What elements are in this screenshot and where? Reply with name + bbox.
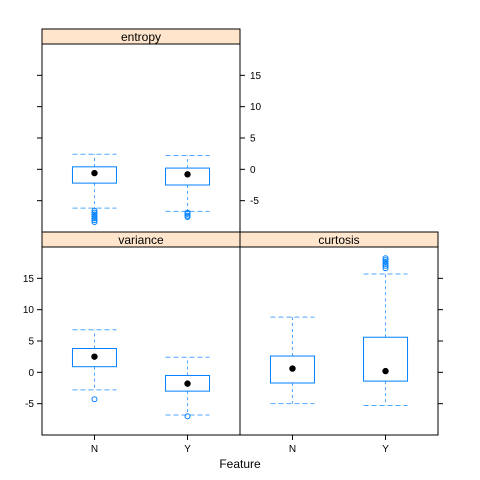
box-iqr [363,336,409,382]
y-tick-label: -5 [250,196,259,207]
y-tick-label: -5 [25,399,34,410]
outlier-point [91,209,98,216]
median-dot [184,171,191,178]
median-dot [289,365,296,372]
box-curtosis-N [269,316,315,405]
x-tick-label: N [289,444,296,455]
outlier-point [184,213,191,220]
strip-label-curtosis: curtosis [318,233,359,247]
median-dot [184,380,191,387]
box-entropy-Y [165,155,211,220]
x-axis-title: Feature [219,457,261,471]
x-tick-label: N [91,444,98,455]
panel-frame-entropy [41,43,241,233]
outlier-point [184,413,191,420]
outlier-point [184,210,191,217]
y-tick-label: 0 [250,165,256,176]
strip-label-entropy: entropy [121,30,161,44]
box-entropy-N [71,153,117,225]
panel-frame-variance [41,246,241,436]
y-axis-variance: -5 0 5 10 15 [23,274,443,410]
outlier-point [382,257,389,264]
outlier-point [91,217,98,224]
outlier-point [91,396,98,403]
box-variance-N [71,329,117,403]
panel-frame-curtosis [239,246,439,436]
x-tick-label: Y [382,444,389,455]
y-tick-label: 5 [250,134,256,145]
outlier-point [91,211,98,218]
outlier-point [382,265,389,272]
median-dot [91,169,98,177]
x-tick-label: Y [184,444,191,455]
outlier-point [91,213,98,220]
box-curtosis-Y [363,255,409,407]
outlier-point [91,218,98,225]
panel-entropy: entropy -5 0 5 10 15 [37,28,262,233]
y-axis-entropy: -5 0 5 10 15 [37,71,262,207]
median-dot [91,353,98,360]
outlier-point [382,255,389,262]
outlier-point [91,215,98,222]
median-dot [382,367,389,375]
y-tick-label: 15 [23,274,35,285]
outlier-point [382,259,389,266]
y-tick-label: 10 [23,305,35,316]
y-tick-label: 5 [28,337,34,348]
outlier-point [382,260,389,267]
y-tick-label: 0 [28,368,34,379]
box-variance-Y [165,356,211,420]
outlier-point [382,262,389,269]
strip-label-variance: variance [118,233,164,247]
outlier-point [91,207,98,214]
y-tick-label: 15 [250,71,262,82]
y-tick-label: 10 [250,102,262,113]
